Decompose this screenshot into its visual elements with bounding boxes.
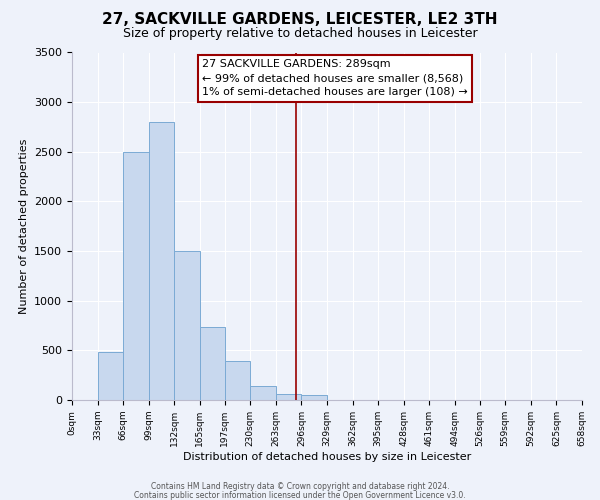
Bar [250, 386, 276, 400]
Y-axis label: Number of detached properties: Number of detached properties [19, 138, 29, 314]
Bar [98, 352, 123, 400]
Bar [175, 251, 200, 400]
Bar [123, 152, 149, 400]
Bar [224, 362, 250, 400]
Text: 27 SACKVILLE GARDENS: 289sqm
← 99% of detached houses are smaller (8,568)
1% of : 27 SACKVILLE GARDENS: 289sqm ← 99% of de… [202, 60, 468, 98]
X-axis label: Distribution of detached houses by size in Leicester: Distribution of detached houses by size … [183, 452, 471, 462]
Text: Size of property relative to detached houses in Leicester: Size of property relative to detached ho… [122, 28, 478, 40]
Bar [200, 326, 224, 400]
Text: Contains HM Land Registry data © Crown copyright and database right 2024.: Contains HM Land Registry data © Crown c… [151, 482, 449, 491]
Text: 27, SACKVILLE GARDENS, LEICESTER, LE2 3TH: 27, SACKVILLE GARDENS, LEICESTER, LE2 3T… [102, 12, 498, 28]
Text: Contains public sector information licensed under the Open Government Licence v3: Contains public sector information licen… [134, 490, 466, 500]
Bar [276, 394, 301, 400]
Bar [301, 395, 327, 400]
Bar [149, 122, 175, 400]
